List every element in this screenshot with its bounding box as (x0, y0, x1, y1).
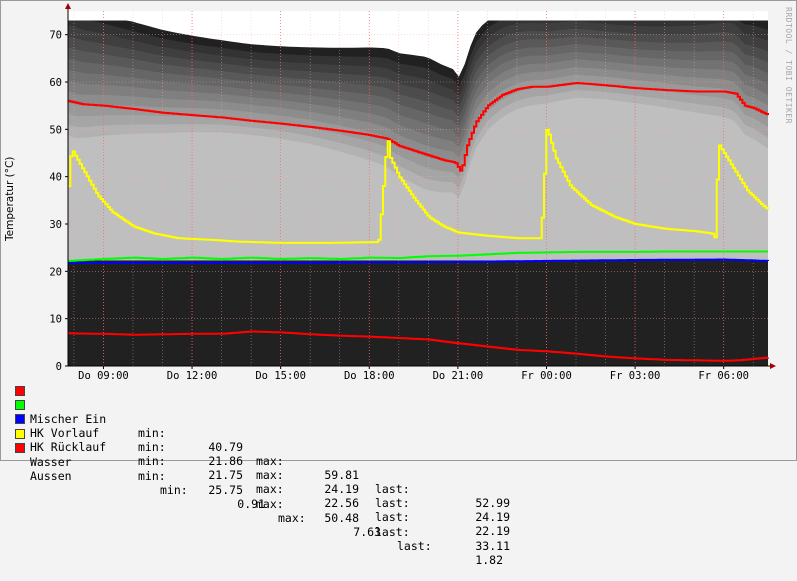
legend-row: Wasser min: 25.75 max: 50.48 last: 33.11 (15, 427, 510, 553)
legend-max-value: 7.63 (353, 524, 381, 539)
temperature-chart: 0 10 20 30 40 50 60 70 Do 09:00 Do 12:00 Do 15:00 D… (49, 3, 776, 381)
legend-max-key: max: (256, 468, 284, 483)
x-tick-label: Fr 00:00 (521, 370, 572, 381)
x-tick-label: Do 09:00 (78, 370, 129, 381)
legend-swatch (15, 442, 25, 453)
watermark-container: RRDTOOL / TOBI OETIKER (784, 7, 796, 157)
x-tick-label: Fr 03:00 (610, 370, 661, 381)
y-tick-label: 30 (49, 219, 62, 231)
legend-min-key: min: (138, 426, 166, 440)
legend-last-value: 1.82 (475, 552, 503, 567)
y-tick-label: 40 (49, 172, 62, 184)
legend-name: Mischer Ein (30, 412, 107, 426)
legend-max-key: max: (256, 454, 284, 468)
legend-name: Aussen (30, 468, 72, 483)
x-tick-label: Do 18:00 (344, 370, 395, 381)
lower-shaded-area (68, 260, 768, 366)
legend-last-value: 24.19 (475, 510, 510, 525)
legend-max-value: 22.56 (324, 496, 359, 511)
y-axis-label-container: Temperatur (°C) (4, 151, 18, 351)
series-line-hk-vorlauf (68, 250, 768, 262)
legend-min-key: min: (160, 482, 188, 497)
y-axis-arrow (65, 3, 71, 9)
legend-row: HK Rücklauf min: 21.75 max: 22.56 last: … (15, 412, 510, 538)
legend-min-key: min: (138, 440, 166, 455)
legend-min-value: 0.91 (237, 496, 265, 511)
y-tick-label: 70 (49, 30, 62, 42)
series-line-hk-r-cklauf (68, 258, 769, 264)
legend-max-value: 50.48 (324, 510, 359, 525)
y-tick-label: 60 (49, 77, 62, 89)
legend-max-value: 24.19 (324, 482, 359, 497)
legend-max-key: max: (256, 482, 284, 497)
legend-name: HK Rücklauf (30, 440, 107, 455)
legend-row: Mischer Ein min: 40.79 max: 59.81 last: … (15, 384, 510, 510)
y-tick-label: 0 (56, 361, 62, 373)
legend-min-value: 40.79 (208, 440, 243, 454)
legend-last-value: 52.99 (475, 496, 510, 510)
legend-last-value: 22.19 (475, 524, 510, 539)
legend-row: Aussen min: 0.91 max: 7.63 last: 1.82 (15, 441, 503, 567)
x-tick-label: Fr 06:00 (698, 370, 749, 381)
legend-swatch (15, 414, 25, 425)
series-line-mischer-ein (68, 82, 769, 172)
x-tick-label: Do 15:00 (255, 370, 306, 381)
x-tick-label: Do 21:00 (433, 370, 484, 381)
legend-last-key: last: (375, 482, 410, 496)
series-line-wasser (68, 128, 769, 244)
legend-min-value: 21.86 (208, 454, 243, 469)
legend-last-key: last: (375, 510, 410, 525)
legend-last-key: last: (375, 496, 410, 511)
y-tick-label: 10 (49, 314, 62, 326)
watermark: RRDTOOL / TOBI OETIKER (784, 7, 793, 124)
series-line-aussen (68, 330, 769, 362)
y-axis-label: Temperatur (°C) (4, 156, 16, 241)
x-axis-arrow (770, 363, 776, 369)
legend-last-value: 33.11 (475, 538, 510, 553)
legend-max-value: 59.81 (324, 468, 359, 482)
y-tick-label: 50 (49, 124, 62, 136)
legend-last-key: last: (397, 538, 432, 553)
legend-swatch (15, 400, 25, 411)
y-tick-label: 20 (49, 266, 62, 278)
legend-swatch (15, 386, 25, 396)
legend-swatch (15, 428, 25, 439)
x-tick-label: Do 12:00 (167, 370, 218, 381)
legend-min-value: 21.75 (208, 468, 243, 483)
legend-min-value: 25.75 (208, 482, 243, 497)
legend-name: HK Vorlauf (30, 426, 100, 441)
legend-min-key: min: (138, 468, 166, 483)
legend-row: HK Vorlauf min: 21.86 max: 24.19 last: 2… (15, 398, 510, 524)
legend-max-key: max: (278, 510, 306, 525)
legend-min-key: min: (138, 454, 166, 469)
rrd-graph: 0 10 20 30 40 50 60 70 Do 09:00 Do 12:00 Do 15:00 D… (0, 0, 797, 567)
legend: Mischer Ein min: 40.79 max: 59.81 last: … (15, 384, 510, 567)
